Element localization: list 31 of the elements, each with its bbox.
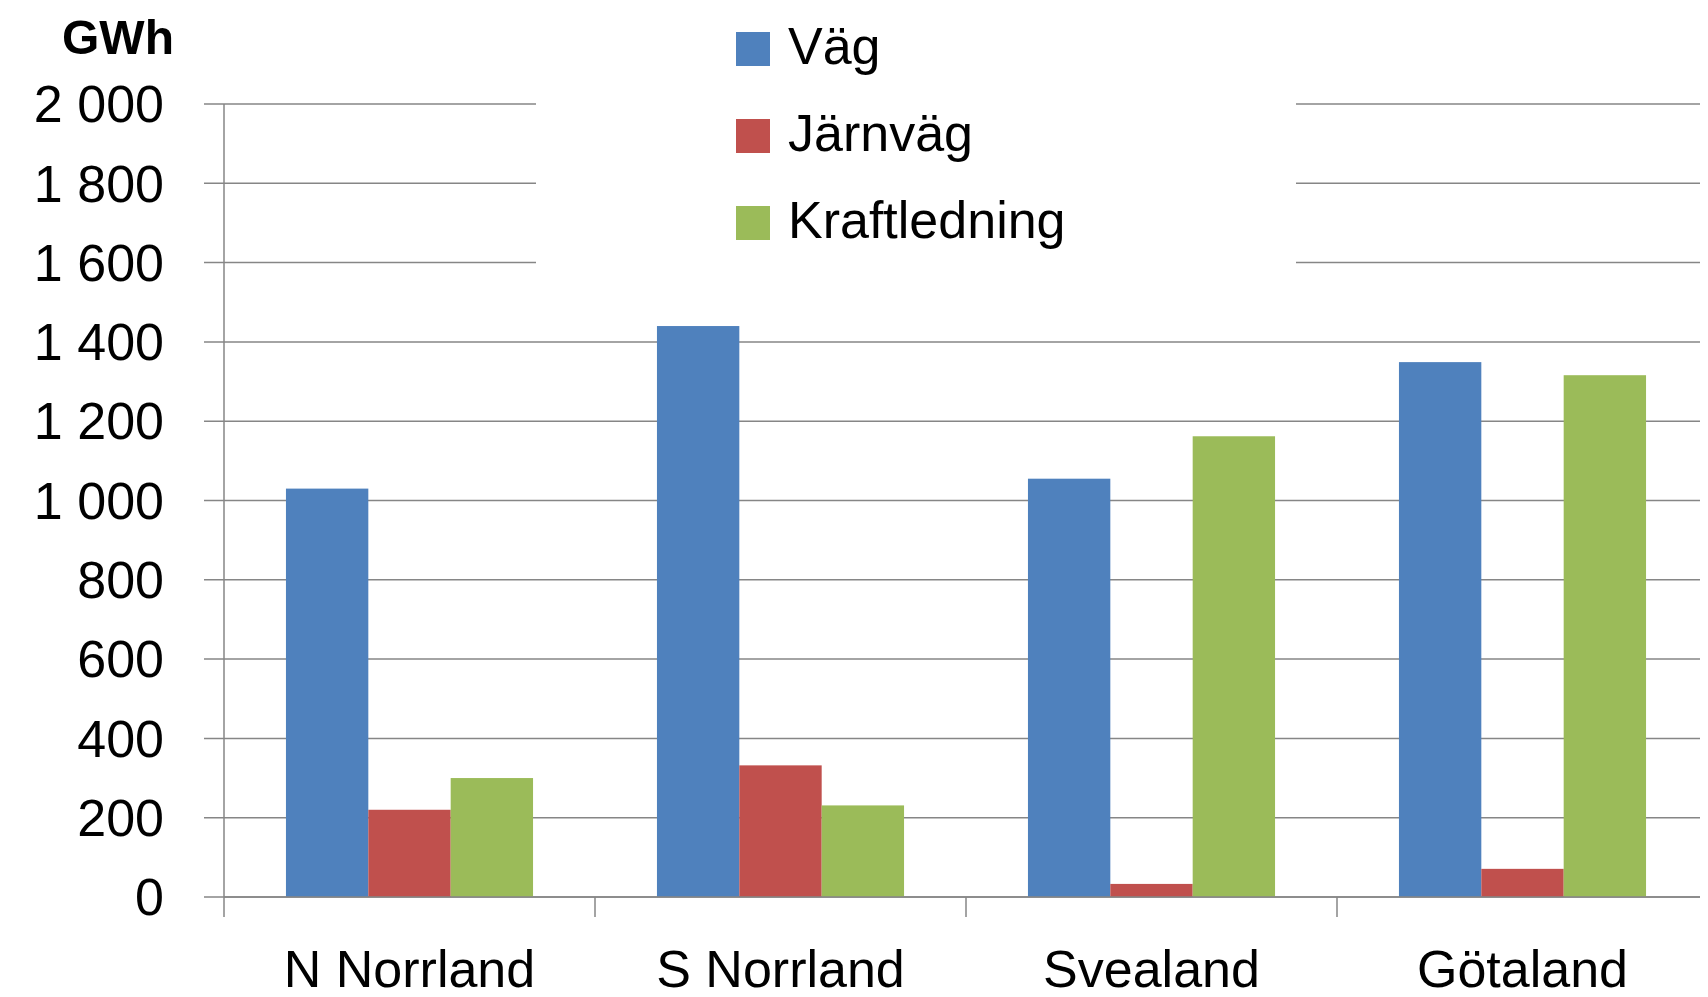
y-axis-title: GWh (62, 11, 174, 64)
y-tick-label: 200 (77, 788, 164, 847)
legend-label: Väg (788, 17, 881, 75)
bar (821, 805, 905, 897)
x-tick-label: Svealand (1043, 940, 1260, 997)
y-tick-label: 1 600 (33, 233, 164, 292)
legend-label: Järnväg (788, 104, 973, 162)
y-tick-label: 1 000 (33, 471, 164, 530)
y-tick-label: 0 (135, 868, 164, 927)
bar (450, 778, 534, 897)
bar (656, 326, 740, 897)
bar (739, 765, 822, 897)
x-tick-label: S Norrland (656, 940, 905, 997)
bar (1563, 375, 1647, 897)
legend-label: Kraftledning (788, 191, 1066, 249)
y-tick-label: 400 (77, 709, 164, 768)
bar (1398, 362, 1482, 897)
x-tick-label: Götaland (1416, 940, 1629, 997)
bar (1027, 478, 1111, 897)
bar (1481, 868, 1564, 897)
bar (368, 809, 451, 897)
x-tick-label: N Norrland (283, 940, 536, 997)
y-tick-label: 1 400 (33, 313, 164, 372)
y-tick-label: 600 (77, 630, 164, 689)
bar (1110, 883, 1193, 897)
y-tick-label: 1 200 (33, 392, 164, 451)
y-tick-label: 2 000 (33, 75, 164, 134)
y-tick-label: 1 800 (33, 154, 164, 213)
bar (285, 488, 369, 897)
y-tick-label: 800 (77, 551, 164, 609)
bar (1192, 436, 1276, 897)
